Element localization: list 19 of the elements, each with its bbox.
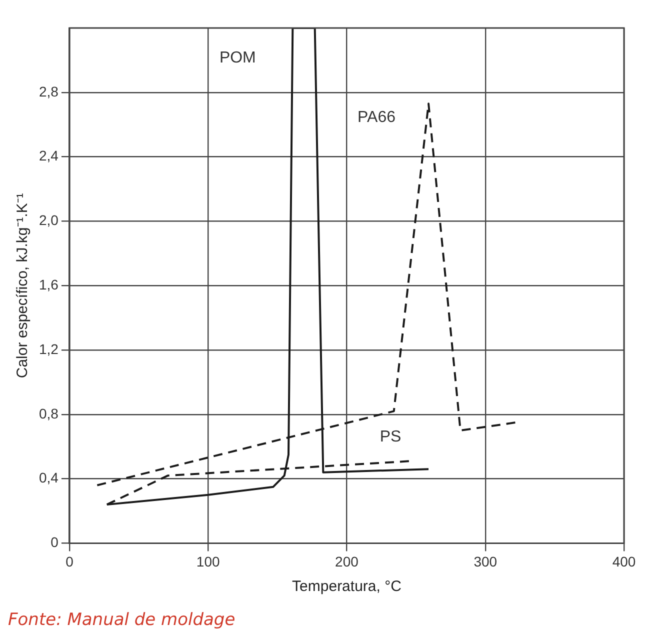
y-tick-label: 0 (50, 534, 59, 550)
y-tick-label: 2,0 (38, 212, 59, 228)
text: POM (219, 49, 256, 66)
x-tick-label: 300 (474, 553, 498, 570)
x-tick-label: 200 (335, 553, 359, 570)
y-tick-label: 2,8 (38, 83, 59, 100)
x-tick-label: 0 (66, 553, 74, 570)
y-tick-label: 1,6 (38, 276, 59, 292)
y-axis-title: Calor específico, kJ.kg⁻¹.K⁻¹ (14, 193, 32, 378)
y-tick-label: 1,2 (38, 340, 59, 357)
y-tick-label: 0,8 (38, 405, 59, 422)
source-note: Fonte: Manual de moldage (8, 610, 236, 630)
x-tick-label: 100 (196, 553, 220, 570)
y-tick-label: 2,4 (38, 148, 59, 164)
series-label: PA66 (358, 109, 396, 126)
y-tick-label: 0,4 (38, 470, 59, 486)
x-tick-label: 400 (612, 553, 636, 570)
x-axis-title: Temperatura, °C (292, 578, 402, 596)
series-label: PS (380, 428, 402, 446)
